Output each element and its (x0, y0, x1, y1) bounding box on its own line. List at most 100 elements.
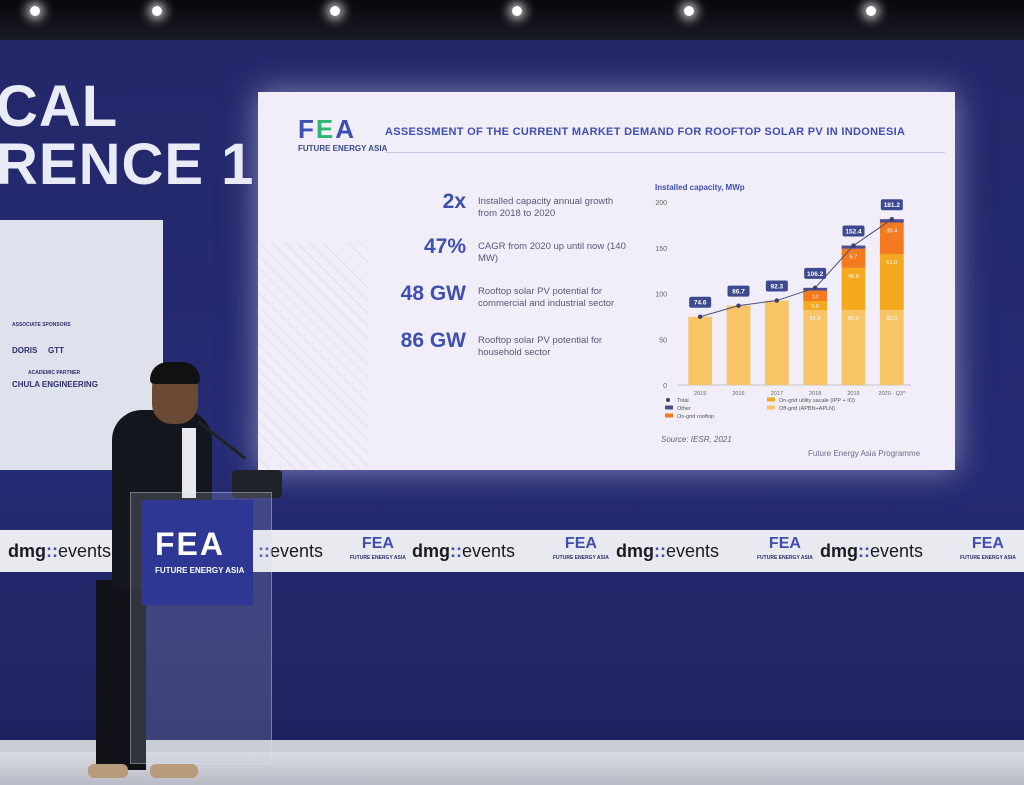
total-label-box (689, 296, 712, 308)
podium-top (232, 470, 282, 498)
total-label: 181.2 (884, 202, 901, 209)
bar-segment (879, 254, 904, 310)
dmg-events-logo: ::events (258, 540, 324, 561)
stat-description: Installed capacity annual growth from 20… (478, 196, 614, 219)
legend-label: Other (677, 406, 691, 412)
stat-description: Rooftop solar PV potential for commercia… (478, 286, 615, 309)
speaker-shirt (182, 428, 196, 498)
x-tick-label: 2017 (771, 391, 783, 397)
slide-decoration (258, 242, 368, 470)
slide-footer: Future Energy Asia Programme (808, 449, 921, 458)
bar-segment (764, 300, 789, 385)
bar-segment (841, 267, 866, 310)
total-point (736, 303, 741, 308)
bar-segment (803, 310, 828, 385)
x-tick-label: 2016 (732, 391, 744, 397)
bar-segment-label: 30.4 (886, 228, 897, 234)
speaker-shoe (150, 764, 198, 778)
bar-segment-label: 82.0 (848, 316, 859, 322)
stat-value: 2x (442, 190, 466, 213)
bar-segment-label: 82.0 (886, 316, 897, 322)
bar-segment-label: 14 (812, 294, 818, 300)
total-label-box (804, 267, 827, 279)
x-tick-label: 2015 (694, 391, 706, 397)
y-tick-label: 100 (655, 292, 667, 299)
sponsor-doris: DORIS (12, 346, 38, 355)
bar-segment-label: 61.0 (886, 260, 897, 266)
total-point (697, 314, 703, 319)
dmg-events-logo: dmg::events (820, 540, 924, 561)
bar-segment (803, 301, 828, 311)
total-label-box (765, 280, 788, 292)
slide-logo-subtitle: FUTURE ENERGY ASIA (298, 144, 388, 153)
fea-band-logo: FEA FUTURE ENERGY ASIA (757, 535, 813, 562)
legend-swatch (767, 397, 775, 402)
projection-screen: FEA FUTURE ENERGY ASIA ASSESSMENT OF THE… (258, 92, 955, 470)
speaker-shoe (88, 764, 128, 778)
podium-sign: FEA FUTURE ENERGY ASIA (141, 500, 253, 605)
total-label: 92.3 (771, 284, 784, 291)
ceiling-light (866, 6, 876, 16)
capacity-chart: Installed capacity, MWp 0 50 100 150 200 2015 2… (655, 183, 911, 444)
legend-label: On-grid rooftop (677, 414, 714, 420)
side-title-line-1: CAL (0, 74, 119, 139)
slide-title: ASSESSMENT OF THE CURRENT MARKET DEMAND … (385, 126, 906, 138)
speaker-hair (150, 362, 200, 384)
sponsor-chula: CHULA ENGINEERING (12, 380, 98, 389)
legend-label: Total (677, 398, 689, 404)
legend-swatch (666, 398, 670, 402)
chart-title: Installed capacity, MWp (655, 183, 745, 192)
bar-segment (879, 309, 904, 385)
bar-segment (879, 222, 904, 255)
legend-swatch (665, 405, 673, 410)
ceiling-light (30, 6, 40, 16)
bar-segment-label: 3.0 (811, 304, 819, 310)
total-point (851, 243, 856, 248)
bar-segment-label: 46.0 (848, 274, 859, 280)
y-tick-label: 200 (655, 200, 667, 207)
legend-swatch (767, 405, 775, 410)
side-banner-title: CAL RENCE 1 (0, 78, 254, 194)
title-divider (385, 152, 945, 153)
total-label-box (727, 285, 750, 297)
ceiling-light (330, 6, 340, 16)
stat-value: 86 GW (400, 329, 466, 352)
fea-band-logo: FEA FUTURE ENERGY ASIA (350, 535, 406, 562)
podium-logo: FEA (155, 526, 225, 562)
podium-subtitle: FUTURE ENERGY ASIA (155, 566, 245, 575)
total-label-box (880, 199, 903, 211)
bar-segment (841, 248, 866, 268)
total-label-box (842, 225, 865, 237)
x-tick-label: 2018 (809, 391, 821, 397)
sponsor-heading: ASSOCIATE SPONSORS (12, 322, 71, 328)
y-tick-label: 150 (655, 246, 667, 253)
total-label: 106.2 (807, 271, 824, 278)
slide-logo: FEA (298, 114, 357, 144)
total-point (889, 217, 895, 222)
ceiling-light (684, 6, 694, 16)
x-tick-label: 2020 - Q3* (879, 391, 906, 397)
bar-segment (803, 290, 828, 302)
stat-description: Rooftop solar PV potential for household… (478, 335, 603, 358)
dmg-events-logo: dmg::events (412, 540, 516, 561)
side-title-line-2: RENCE 1 (0, 132, 255, 197)
total-label: 152.4 (845, 229, 862, 236)
bar-segment (688, 316, 713, 385)
speaker-legs (96, 580, 146, 770)
fea-band-logo: FEA FUTURE ENERGY ASIA (553, 535, 609, 562)
legend-label: Off-grid (APBN+APLN) (779, 406, 835, 412)
ceiling-light (512, 6, 522, 16)
bar-segment (841, 309, 866, 385)
fea-band-logo: FEA FUTURE ENERGY ASIA (960, 535, 1016, 562)
stat-value: 48 GW (400, 282, 466, 305)
legend-swatch (665, 413, 673, 418)
bar-segment-label: 81.8 (810, 316, 821, 322)
dmg-events-logo: dmg::events (8, 540, 112, 561)
bar-segment-label: 6.7 (850, 255, 858, 261)
total-point (774, 298, 780, 303)
y-tick-label: 50 (659, 337, 667, 344)
total-line (700, 218, 893, 318)
total-label: 86.7 (732, 289, 745, 296)
y-tick-label: 0 (663, 383, 667, 390)
total-label: 74.6 (694, 300, 707, 307)
